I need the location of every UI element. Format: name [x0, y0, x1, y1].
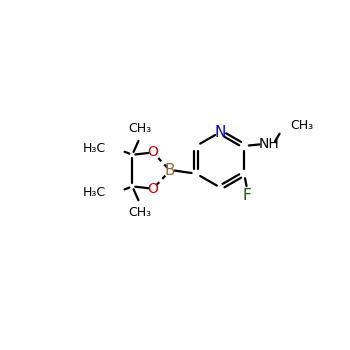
- Text: CH₃: CH₃: [128, 122, 152, 135]
- Text: O: O: [148, 182, 159, 196]
- Text: NH: NH: [258, 138, 279, 152]
- Text: H₃C: H₃C: [83, 142, 106, 155]
- Text: O: O: [148, 146, 159, 160]
- Text: B: B: [165, 163, 175, 178]
- Text: F: F: [242, 188, 251, 203]
- Text: N: N: [215, 125, 226, 140]
- Text: CH₃: CH₃: [290, 119, 314, 132]
- Text: H₃C: H₃C: [83, 186, 106, 199]
- Text: CH₃: CH₃: [128, 206, 152, 219]
